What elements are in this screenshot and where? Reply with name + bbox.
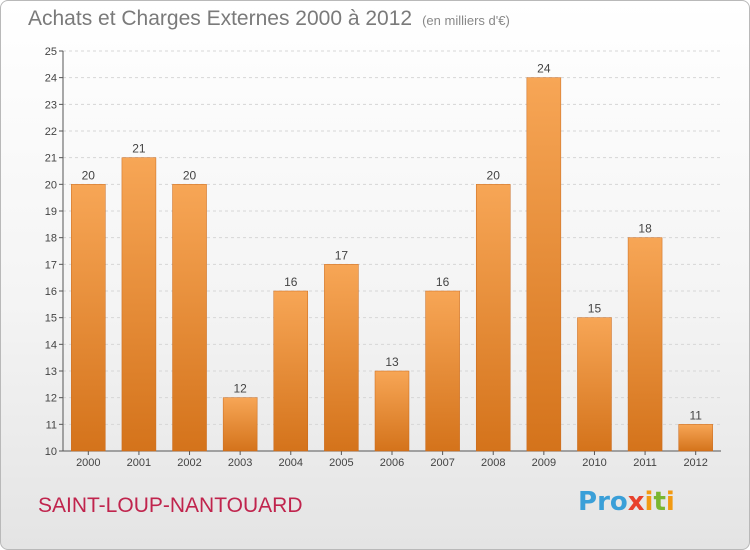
bar-2010 [577, 317, 612, 452]
y-tick-label: 17 [45, 259, 57, 271]
data-label-2011: 18 [638, 222, 652, 236]
x-tick-label-2011: 2011 [633, 457, 657, 469]
data-label-2005: 17 [335, 248, 349, 262]
data-label-2006: 13 [385, 355, 399, 369]
proxiti-logo: Proxiti [578, 487, 675, 517]
bars [71, 77, 713, 452]
bar-2004 [273, 290, 309, 452]
y-tick-label: 15 [45, 313, 57, 325]
y-tick-label: 14 [45, 339, 57, 351]
data-label-2008: 20 [487, 168, 501, 182]
chart-subtitle: (en milliers d'€) [422, 13, 510, 28]
bar-2001 [121, 157, 157, 452]
bar-2003 [222, 397, 258, 452]
x-tick-label-2002: 2002 [177, 457, 201, 469]
bar-2002 [172, 184, 207, 452]
x-tick-label-2001: 2001 [127, 457, 151, 469]
x-tick-label-2012: 2012 [683, 457, 707, 469]
location-name: SAINT-LOUP-NANTOUARD [38, 494, 303, 517]
data-label-2000: 20 [82, 168, 96, 182]
x-tick-label-2006: 2006 [380, 457, 404, 469]
x-tick-label-2007: 2007 [430, 457, 454, 469]
bar-2005 [324, 264, 359, 452]
x-tick-label-2008: 2008 [481, 457, 505, 469]
data-label-2010: 15 [588, 302, 602, 316]
y-tick-label: 13 [45, 366, 57, 378]
x-tick-label-2009: 2009 [532, 457, 556, 469]
x-tick-label-2010: 2010 [582, 457, 606, 469]
data-label-2009: 24 [537, 62, 551, 76]
bar-2000 [71, 184, 106, 452]
chart-title: Achats et Charges Externes 2000 à 2012 (e… [28, 7, 510, 31]
x-tick-label-2000: 2000 [76, 457, 100, 469]
bar-2011 [627, 237, 663, 452]
data-label-2004: 16 [284, 275, 298, 289]
data-label-2002: 20 [183, 168, 197, 182]
x-tick-label-2003: 2003 [228, 457, 252, 469]
y-tick-label: 10 [45, 446, 57, 458]
y-tick-label: 16 [45, 286, 57, 298]
data-label-2001: 21 [132, 142, 146, 156]
y-tick-label: 21 [45, 153, 57, 165]
data-label-2007: 16 [436, 275, 450, 289]
y-tick-label: 22 [45, 126, 57, 138]
y-tick-label: 19 [45, 206, 57, 218]
data-label-2012: 11 [689, 408, 702, 422]
y-tick-label: 25 [45, 46, 57, 58]
bar-2009 [526, 77, 562, 452]
data-labels: 20 21 20 12 16 17 13 16 20 24 15 18 11 [82, 62, 703, 423]
y-tick-label: 24 [45, 73, 57, 85]
bar-2007 [425, 290, 460, 452]
y-tick-label: 12 [45, 393, 57, 405]
x-tick-label-2005: 2005 [329, 457, 353, 469]
bar-2008 [475, 184, 511, 452]
y-tick-label: 18 [45, 233, 57, 245]
y-tick-label: 20 [45, 179, 57, 191]
chart-title-text: Achats et Charges Externes 2000 à 2012 [28, 7, 413, 30]
data-label-2003: 12 [233, 382, 247, 396]
bar-2012 [678, 424, 713, 452]
bar-2006 [374, 370, 410, 452]
y-tick-label: 11 [46, 419, 57, 431]
y-tick-label: 23 [45, 99, 57, 111]
x-tick-label-2004: 2004 [279, 457, 303, 469]
